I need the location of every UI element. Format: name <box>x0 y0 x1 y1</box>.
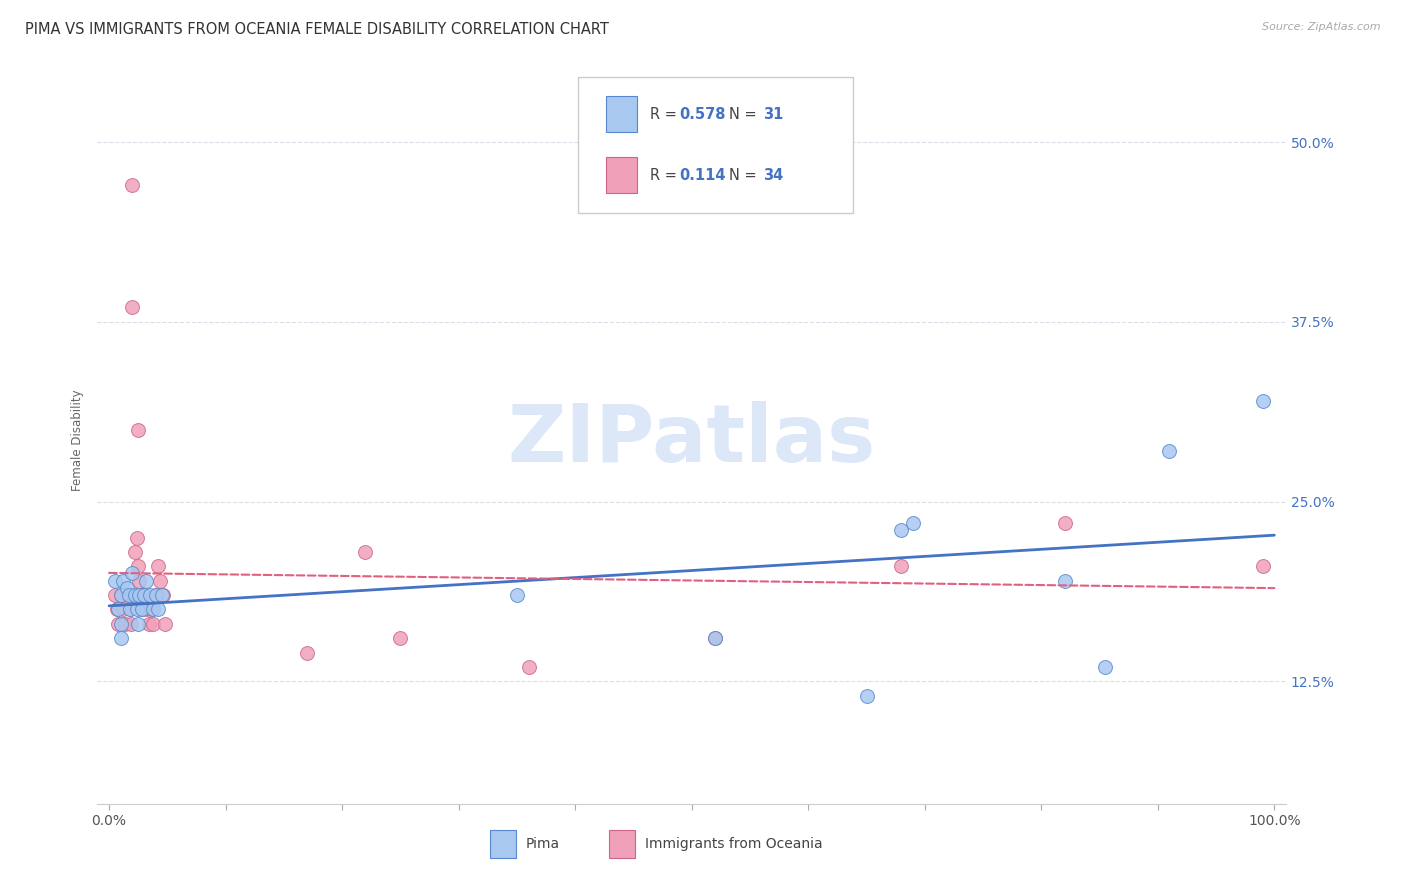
Point <box>110 616 132 631</box>
Point <box>139 602 162 616</box>
Point <box>135 574 157 588</box>
Point <box>120 602 142 616</box>
Point <box>117 588 139 602</box>
Point <box>127 616 149 631</box>
Point <box>112 574 135 588</box>
Point <box>145 588 167 602</box>
Point <box>129 588 152 602</box>
Point <box>517 660 540 674</box>
Text: N =: N = <box>728 107 761 121</box>
Point <box>124 588 146 602</box>
Point <box>1094 660 1116 674</box>
Point <box>890 524 912 538</box>
Point <box>149 574 172 588</box>
Point <box>110 631 132 645</box>
Point <box>114 616 136 631</box>
Point <box>127 423 149 437</box>
Point <box>890 559 912 574</box>
Text: Source: ZipAtlas.com: Source: ZipAtlas.com <box>1263 22 1381 32</box>
Point <box>142 602 165 616</box>
Point <box>115 581 138 595</box>
Point <box>146 602 169 616</box>
Point <box>105 602 128 616</box>
Point <box>142 616 165 631</box>
Point <box>354 545 377 559</box>
Text: R =: R = <box>650 168 682 183</box>
Text: Immigrants from Oceania: Immigrants from Oceania <box>645 838 823 851</box>
Point <box>704 631 727 645</box>
Point <box>704 631 727 645</box>
Text: 34: 34 <box>762 168 783 183</box>
Point <box>112 602 135 616</box>
Point <box>107 616 129 631</box>
Point <box>128 574 150 588</box>
Point <box>110 588 132 602</box>
Point <box>127 559 149 574</box>
Point <box>124 545 146 559</box>
Point <box>139 588 162 602</box>
Point <box>120 602 142 616</box>
Point <box>1159 444 1181 458</box>
Point <box>855 689 877 703</box>
Point <box>107 602 129 616</box>
Point <box>118 588 141 602</box>
Point <box>120 616 142 631</box>
Point <box>125 602 148 616</box>
Point <box>138 616 160 631</box>
Y-axis label: Female Disability: Female Disability <box>72 390 84 491</box>
Point <box>104 574 127 588</box>
Point <box>295 646 318 660</box>
Text: N =: N = <box>728 168 761 183</box>
Point <box>104 588 127 602</box>
Point <box>1251 559 1274 574</box>
Text: 0.578: 0.578 <box>679 107 725 121</box>
Point <box>145 588 167 602</box>
Text: 31: 31 <box>762 107 783 121</box>
Point <box>110 588 132 602</box>
Point <box>1053 574 1076 588</box>
Point <box>132 588 155 602</box>
Point <box>146 559 169 574</box>
Point <box>121 301 143 315</box>
Text: Pima: Pima <box>526 838 560 851</box>
Text: 0.114: 0.114 <box>679 168 725 183</box>
Point <box>131 602 153 616</box>
Point <box>152 588 174 602</box>
Text: R =: R = <box>650 107 682 121</box>
Point <box>121 566 143 581</box>
Point <box>132 588 155 602</box>
Point <box>506 588 529 602</box>
Point <box>128 588 150 602</box>
Point <box>121 178 143 193</box>
Point <box>121 588 143 602</box>
Point <box>1251 393 1274 408</box>
Point <box>153 616 176 631</box>
Text: PIMA VS IMMIGRANTS FROM OCEANIA FEMALE DISABILITY CORRELATION CHART: PIMA VS IMMIGRANTS FROM OCEANIA FEMALE D… <box>25 22 609 37</box>
Point <box>125 531 148 545</box>
Point <box>901 516 924 530</box>
Point <box>150 588 173 602</box>
Text: ZIPatlas: ZIPatlas <box>508 401 876 480</box>
Point <box>389 631 412 645</box>
Point <box>1053 516 1076 530</box>
Point <box>131 602 153 616</box>
Point <box>135 602 157 616</box>
